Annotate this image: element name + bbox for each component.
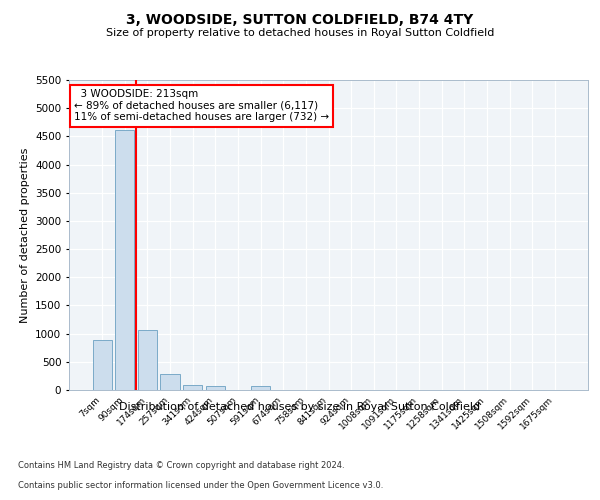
Bar [206, 386, 225, 390]
Text: Size of property relative to detached houses in Royal Sutton Coldfield: Size of property relative to detached ho… [106, 28, 494, 38]
Bar [160, 374, 180, 390]
Bar [251, 386, 270, 390]
Text: Contains HM Land Registry data © Crown copyright and database right 2024.: Contains HM Land Registry data © Crown c… [18, 461, 344, 470]
Text: Contains public sector information licensed under the Open Government Licence v3: Contains public sector information licen… [18, 481, 383, 490]
Y-axis label: Number of detached properties: Number of detached properties [20, 148, 29, 322]
Bar [115, 130, 134, 390]
Bar [138, 330, 157, 390]
Bar [183, 385, 202, 390]
Text: 3 WOODSIDE: 213sqm  
← 89% of detached houses are smaller (6,117)
11% of semi-de: 3 WOODSIDE: 213sqm ← 89% of detached hou… [74, 90, 329, 122]
Bar [92, 340, 112, 390]
Text: Distribution of detached houses by size in Royal Sutton Coldfield: Distribution of detached houses by size … [119, 402, 481, 412]
Text: 3, WOODSIDE, SUTTON COLDFIELD, B74 4TY: 3, WOODSIDE, SUTTON COLDFIELD, B74 4TY [127, 12, 473, 26]
